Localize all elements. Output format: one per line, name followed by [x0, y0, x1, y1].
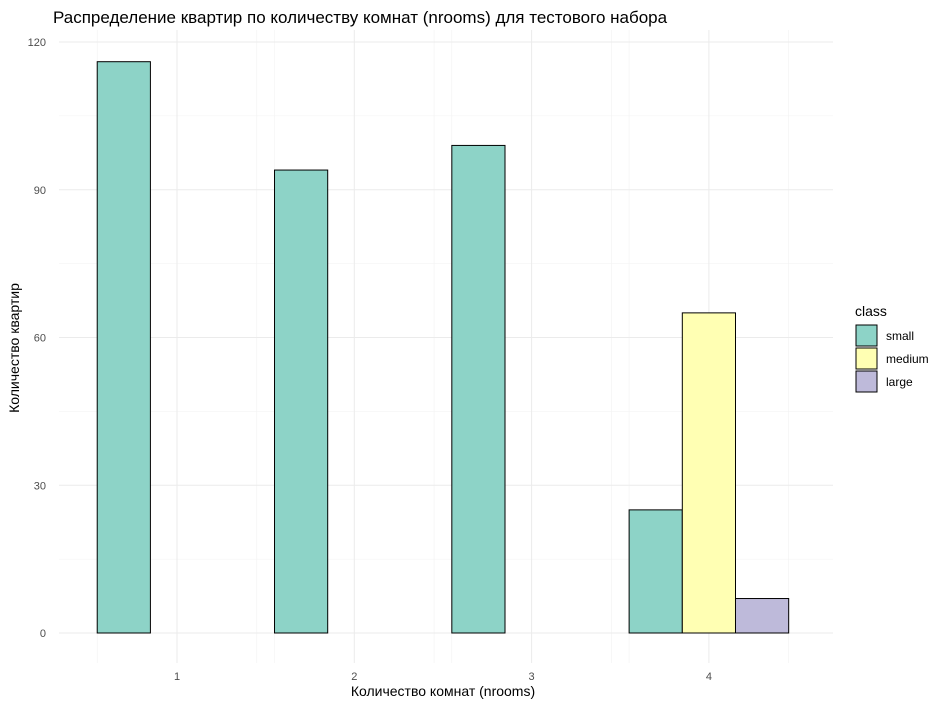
bar-small-4 — [628, 509, 683, 634]
x-tick-label: 4 — [706, 671, 712, 683]
legend-title: class — [855, 303, 887, 319]
y-tick-label: 60 — [34, 333, 46, 345]
x-axis-ticks: 1 2 3 4 — [174, 671, 712, 683]
y-axis-ticks: 0 30 60 90 120 — [28, 37, 46, 640]
y-axis-title: Количество квартир — [6, 283, 22, 413]
bar-small-1 — [96, 61, 151, 634]
legend-label-small: small — [886, 329, 914, 343]
bar-large-4 — [734, 598, 790, 634]
bar-medium-4 — [681, 312, 736, 634]
x-axis-title: Количество комнат (nrooms) — [351, 683, 535, 699]
bar-small-2 — [274, 169, 329, 634]
legend-key-large — [855, 370, 878, 393]
x-tick-label: 1 — [174, 671, 180, 683]
x-tick-label: 3 — [529, 671, 535, 683]
legend-key-medium — [855, 347, 878, 370]
bar-small-3 — [451, 144, 506, 634]
y-tick-label: 30 — [34, 480, 46, 492]
chart-title: Распределение квартир по количеству комн… — [53, 8, 668, 27]
bars — [96, 61, 790, 634]
x-tick-label: 2 — [351, 671, 357, 683]
y-tick-label: 120 — [28, 37, 46, 49]
y-tick-label: 0 — [40, 628, 46, 640]
legend: class small medium large — [855, 303, 929, 393]
legend-key-small — [855, 324, 878, 347]
y-tick-label: 90 — [34, 185, 46, 197]
legend-label-medium: medium — [886, 352, 929, 366]
legend-label-large: large — [886, 375, 913, 389]
